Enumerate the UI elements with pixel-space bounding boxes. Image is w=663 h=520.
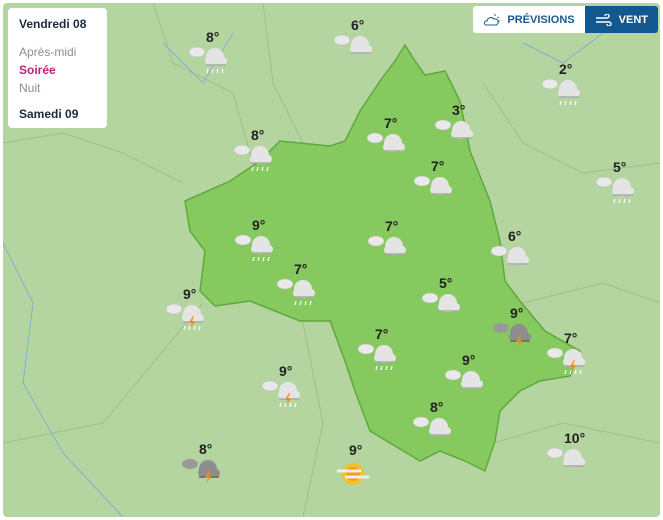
weather-marker[interactable]: 6° [490,228,534,276]
temperature-label: 9° [183,286,197,302]
temperature-label: 8° [251,127,265,143]
thunderstorm-icon [493,323,531,348]
weather-marker[interactable]: 7° [357,326,401,374]
weather-marker[interactable]: 7° [413,158,457,206]
cloud-icon [333,34,372,54]
weather-marker[interactable]: 10° [546,430,590,478]
day-samedi[interactable]: Samedi 09 [19,107,79,121]
sun-cloud-icon [484,13,501,25]
weather-marker[interactable]: 9° [331,442,375,490]
cloud-rain-icon [595,176,634,204]
weather-marker[interactable]: 5° [421,275,465,323]
period-soiree[interactable]: Soirée [19,63,56,77]
weather-map[interactable]: 8° 6° 2° 3° 7° 8° 7° 5° 9° 7° 6° 7° 5° 9° 9° 7° 7° 9° 9° 8°… [3,3,660,517]
temperature-label: 7° [564,330,578,346]
vent-button[interactable]: VENT [584,6,658,33]
temperature-label: 7° [385,218,399,234]
temperature-label: 9° [462,352,476,368]
weather-marker[interactable]: 8° [412,399,456,447]
temperature-label: 2° [559,61,573,77]
temperature-label: 9° [510,305,524,321]
temperature-label: 8° [199,441,213,457]
period-nuit[interactable]: Nuit [19,81,41,95]
weather-marker[interactable]: 8° [181,441,225,489]
weather-marker[interactable]: 9° [492,305,536,353]
weather-marker[interactable]: 7° [367,218,411,266]
weather-marker[interactable]: 5° [595,159,639,207]
weather-marker[interactable]: 9° [261,363,305,411]
temperature-label: 3° [452,102,466,118]
weather-marker[interactable]: 8° [233,127,277,175]
cloud-icon [444,369,483,389]
view-toggle: PRÉVISIONS VENT [473,6,658,33]
temperature-label: 6° [351,17,365,33]
temperature-label: 9° [252,217,266,233]
thunderstorm-icon [182,459,220,484]
cloud-icon [366,132,405,152]
cloud-rain-icon [234,234,273,262]
period-apres-midi[interactable]: Après-midi [19,45,77,59]
previsions-button[interactable]: PRÉVISIONS [473,6,585,33]
temperature-label: 10° [564,430,586,446]
period-selector: Vendredi 08 Après-midi Soirée Nuit Samed… [8,8,107,128]
wind-icon [595,13,612,26]
sun-fog-icon [337,463,369,485]
thunderstorm-rain-icon [546,347,585,375]
thunderstorm-rain-icon [261,380,300,408]
weather-marker[interactable]: 8° [188,29,232,77]
temperature-label: 7° [294,261,308,277]
weather-marker[interactable]: 3° [434,102,478,150]
cloud-rain-icon [233,144,272,172]
weather-marker[interactable]: 6° [333,17,377,65]
temperature-label: 9° [349,442,363,458]
map-background [3,3,660,517]
cloud-rain-icon [541,78,580,106]
weather-marker[interactable]: 9° [234,217,278,265]
temperature-label: 7° [375,326,389,342]
cloud-icon [490,245,529,265]
temperature-label: 8° [430,399,444,415]
temperature-label: 6° [508,228,522,244]
cloud-icon [421,292,460,312]
weather-marker[interactable]: 7° [546,330,590,378]
cloud-icon [413,175,452,195]
vent-label: VENT [618,13,648,26]
weather-marker[interactable]: 7° [276,261,320,309]
thunderstorm-rain-icon [165,303,204,331]
weather-marker[interactable]: 7° [366,115,410,163]
cloud-rain-icon [276,278,315,306]
weather-marker[interactable]: 9° [444,352,488,400]
weather-marker[interactable]: 9° [165,286,209,334]
temperature-label: 9° [279,363,293,379]
temperature-label: 8° [206,29,220,45]
cloud-icon [367,235,406,255]
cloud-rain-icon [188,46,227,74]
cloud-icon [434,119,473,139]
previsions-label: PRÉVISIONS [507,13,575,26]
temperature-label: 7° [431,158,445,174]
temperature-label: 5° [439,275,453,291]
temperature-label: 5° [613,159,627,175]
cloud-icon [546,447,585,467]
day-vendredi[interactable]: Vendredi 08 [19,17,87,31]
cloud-rain-icon [357,343,396,371]
temperature-label: 7° [384,115,398,131]
cloud-icon [412,416,451,436]
weather-marker[interactable]: 2° [541,61,585,109]
